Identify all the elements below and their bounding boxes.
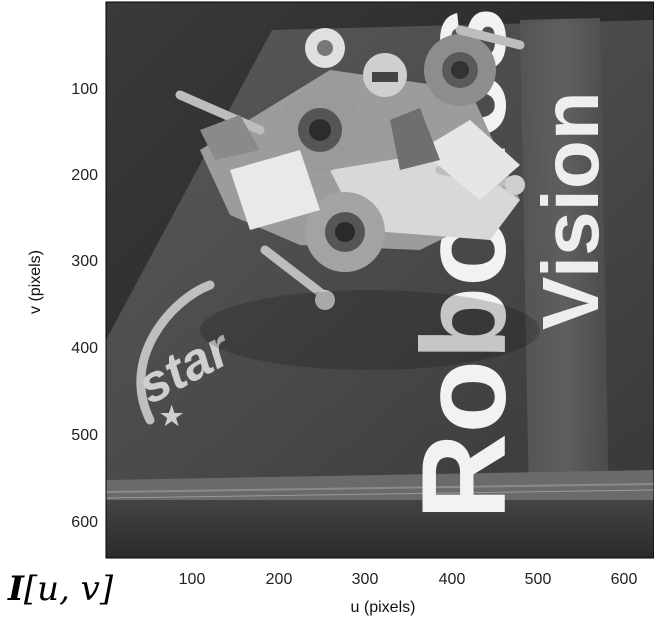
x-tick-label: 300: [352, 571, 379, 588]
x-tick-label: 400: [439, 571, 466, 588]
x-tick-label: 200: [266, 571, 293, 588]
star-icon: ★: [160, 401, 184, 431]
y-tick-label: 100: [71, 81, 98, 98]
image-function-label: I[u, v]: [7, 569, 114, 609]
photo-image: star ★ Robotics Vision: [106, 2, 654, 558]
x-tick-label: 500: [525, 571, 552, 588]
y-tick-label: 500: [71, 427, 98, 444]
image-symbol: I: [7, 569, 25, 609]
star-logo-arc: [136, 280, 215, 425]
x-tick-label: 600: [611, 571, 638, 588]
x-tick-label: 100: [179, 571, 206, 588]
image-args: [u, v]: [24, 569, 114, 609]
y-axis-label: v (pixels): [27, 250, 44, 314]
lego-starfighter: [175, 25, 525, 310]
y-tick-label: 600: [71, 514, 98, 531]
y-axis: 100 200 300 400 500 600 v (pixels): [27, 81, 98, 531]
y-tick-label: 400: [71, 340, 98, 357]
x-axis: 100 200 300 400 500 600 u (pixels): [179, 571, 638, 616]
book-subtitle: Vision: [526, 91, 615, 330]
y-tick-label: 300: [71, 253, 98, 270]
y-tick-label: 200: [71, 167, 98, 184]
x-axis-label: u (pixels): [351, 599, 416, 616]
